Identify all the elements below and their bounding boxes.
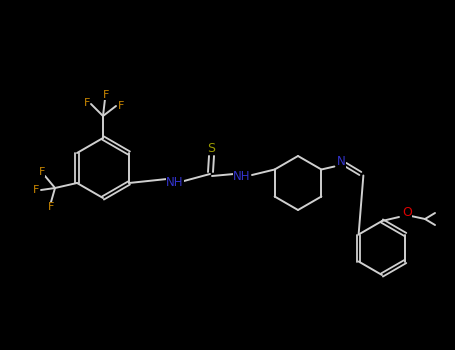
Text: F: F (103, 90, 109, 100)
Text: S: S (207, 141, 215, 154)
Text: NH: NH (166, 175, 184, 189)
Text: F: F (39, 167, 45, 177)
Text: O: O (402, 206, 412, 219)
Text: F: F (48, 202, 54, 212)
Text: N: N (337, 155, 346, 168)
Text: F: F (118, 101, 124, 111)
Text: F: F (33, 185, 39, 195)
Text: F: F (84, 98, 90, 108)
Text: NH: NH (233, 170, 251, 183)
